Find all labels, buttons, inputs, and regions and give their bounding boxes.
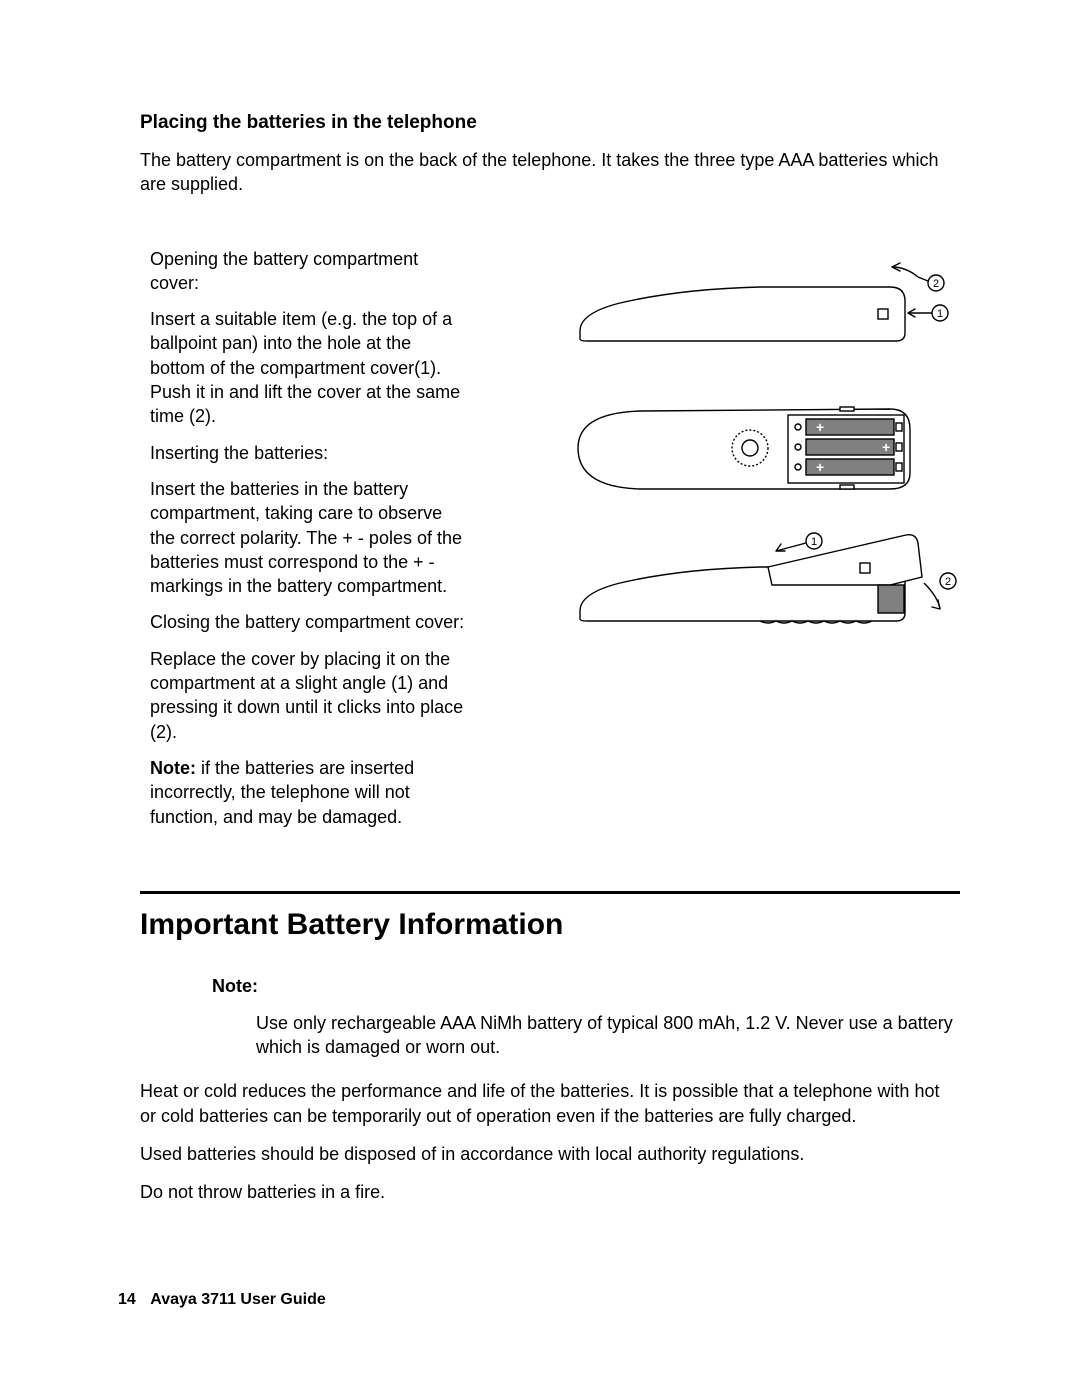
para-closing-cover: Closing the battery compartment cover: (150, 610, 470, 634)
plus-1: + (816, 419, 824, 435)
section-placing-batteries: Placing the batteries in the telephone T… (140, 112, 960, 841)
callout-2: 2 (933, 278, 939, 290)
para-inserting-batteries: Inserting the batteries: (150, 441, 470, 465)
section-battery-info: Important Battery Information Note: Use … (140, 908, 960, 1205)
plus-3: + (816, 459, 824, 475)
intro-paragraph: The battery compartment is on the back o… (140, 148, 960, 197)
para-heat-cold: Heat or cold reduces the performance and… (140, 1079, 960, 1128)
para-fire: Do not throw batteries in a fire. (140, 1180, 960, 1204)
para-opening-cover: Opening the battery compartment cover: (150, 247, 470, 296)
para-insert-item: Insert a suitable item (e.g. the top of … (150, 307, 470, 428)
note-block: Note: Use only rechargeable AAA NiMh bat… (212, 976, 960, 1060)
page-number: 14 (118, 1291, 136, 1308)
note-body: Use only rechargeable AAA NiMh battery o… (256, 1011, 960, 1060)
diagram-insert-batteries: + + + (560, 393, 960, 503)
section-heading: Placing the batteries in the telephone (140, 112, 960, 134)
callout-2b: 2 (945, 576, 951, 588)
para-note: Note: if the batteries are inserted inco… (150, 756, 470, 829)
two-column-layout: Opening the battery compartment cover: I… (140, 247, 960, 841)
plus-2: + (882, 439, 890, 455)
para-disposal: Used batteries should be disposed of in … (140, 1142, 960, 1166)
diagram-close-cover: 1 2 (560, 523, 960, 643)
diagrams-column: 2 1 (490, 247, 960, 841)
page-footer: 14 Avaya 3711 User Guide (118, 1291, 326, 1309)
h2-battery-info: Important Battery Information (140, 908, 960, 942)
diagram-open-cover: 2 1 (560, 253, 960, 373)
doc-title: Avaya 3711 User Guide (150, 1291, 326, 1308)
instructions-column: Opening the battery compartment cover: I… (140, 247, 470, 841)
page: Placing the batteries in the telephone T… (0, 0, 1080, 1397)
callout-1: 1 (937, 308, 943, 320)
note-label-inline: Note: (150, 758, 196, 778)
para-replace-cover: Replace the cover by placing it on the c… (150, 647, 470, 744)
section-rule (140, 891, 960, 894)
note-label: Note: (212, 976, 960, 997)
callout-1b: 1 (811, 536, 817, 548)
para-polarity: Insert the batteries in the battery comp… (150, 477, 470, 598)
